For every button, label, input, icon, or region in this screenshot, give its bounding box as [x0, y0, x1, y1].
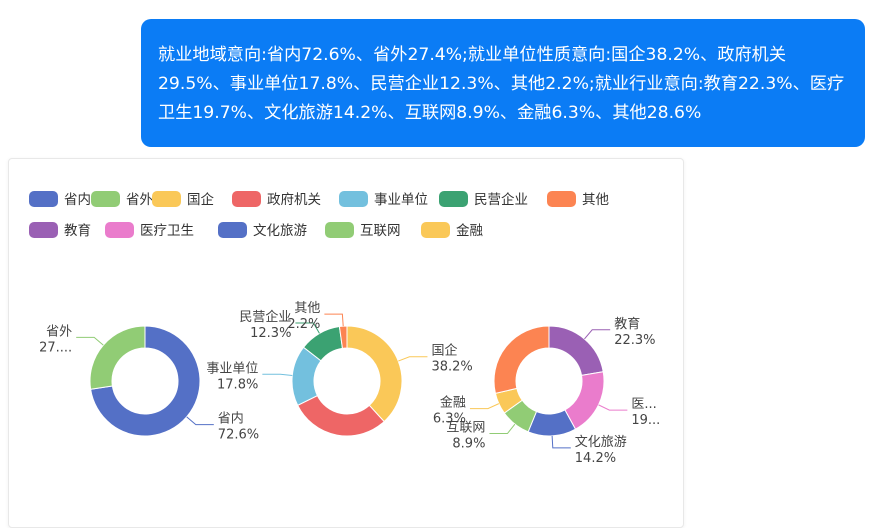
legend-swatch	[29, 222, 58, 238]
legend-swatch	[439, 191, 468, 207]
donut-chart: 省内72.6% 省外27....	[39, 324, 259, 442]
slice-value-label: 72.6%	[218, 428, 259, 443]
legend-item[interactable]: 国企	[152, 191, 214, 208]
legend-label: 互联网	[360, 223, 401, 239]
slice-value-label: 17.8%	[217, 377, 258, 392]
slice-name-label: 国企	[431, 343, 457, 359]
pie-slice[interactable]	[338, 325, 348, 349]
pie-slice[interactable]	[493, 325, 550, 394]
legend-item[interactable]: 教育	[29, 222, 91, 239]
slice-name-label: 省内	[218, 411, 244, 427]
label-line	[469, 403, 500, 410]
legend-item[interactable]: 互联网	[325, 222, 401, 239]
legend-swatch	[105, 222, 134, 238]
slice-value-label: 27....	[39, 340, 72, 355]
slice-name-label: 省外	[46, 324, 72, 339]
chart-plot-area: 省内72.6% 省外27.... 国企38.2% 事业单位17.8% 民营企业12.3%…	[39, 301, 660, 466]
label-line	[295, 322, 320, 334]
slice-value-label: 12.3%	[250, 326, 291, 341]
slice-value-label: 6.3%	[433, 412, 466, 427]
slice-value-label: 2.2%	[287, 317, 320, 332]
legend-label: 文化旅游	[253, 223, 307, 239]
legend-label: 民营企业	[474, 191, 528, 208]
legend-item[interactable]: 政府机关	[232, 191, 321, 208]
message-text: 就业地域意向:省内72.6%、省外27.4%;就业单位性质意向:国企38.2%、…	[158, 45, 845, 123]
donut-chart: 教育22.3% 医...19... 文化旅游14.2% 互联网8.9% 金融6.3%	[433, 316, 660, 466]
legend-swatch	[91, 191, 120, 207]
legend-item[interactable]: 金融	[421, 222, 483, 239]
donut-chart: 国企38.2% 事业单位17.8% 民营企业12.3%其他2.2%	[206, 301, 473, 437]
legend-item[interactable]: 其他	[547, 191, 609, 208]
legend-swatch	[339, 191, 368, 207]
legend-swatch	[547, 191, 576, 207]
legend-swatch	[152, 191, 181, 207]
label-line	[76, 336, 104, 346]
legend-label: 国企	[187, 191, 214, 208]
slice-name-label: 金融	[440, 395, 466, 411]
slice-name-label: 教育	[614, 316, 640, 332]
legend-label: 政府机关	[267, 192, 321, 208]
legend-label: 其他	[582, 192, 609, 208]
slice-value-label: 38.2%	[431, 360, 472, 375]
legend-swatch	[218, 222, 247, 238]
label-line	[398, 356, 428, 362]
label-line	[551, 435, 571, 449]
legend-swatch	[325, 222, 354, 238]
legend-label: 金融	[456, 223, 483, 239]
label-line	[324, 313, 344, 327]
legend-item[interactable]: 医疗卫生	[105, 222, 194, 239]
slice-value-label: 22.3%	[614, 333, 655, 348]
slice-value-label: 19...	[631, 413, 660, 428]
label-line	[584, 329, 611, 340]
legend-swatch	[29, 191, 58, 207]
legend-item[interactable]: 事业单位	[339, 191, 428, 208]
label-line	[489, 423, 516, 435]
legend-swatch	[421, 222, 450, 238]
legend-label: 省外	[126, 192, 153, 208]
legend-item[interactable]: 省内	[29, 191, 91, 208]
chat-message-bubble: 就业地域意向:省内72.6%、省外27.4%;就业单位性质意向:国企38.2%、…	[141, 19, 865, 147]
slice-value-label: 14.2%	[575, 451, 616, 466]
pie-slice[interactable]	[346, 325, 403, 423]
legend-item[interactable]: 文化旅游	[218, 222, 307, 239]
label-line	[262, 373, 293, 376]
legend-item[interactable]: 民营企业	[439, 191, 528, 208]
legend-label: 教育	[64, 223, 91, 239]
label-line	[598, 404, 628, 411]
legend-label: 省内	[64, 192, 91, 208]
legend-label: 事业单位	[374, 192, 428, 208]
slice-name-label: 民营企业	[239, 309, 291, 325]
chart-card: 省内 省外 国企 政府机关 事业单位 民营企业 其他 教育 医疗卫生 文化旅游 互联网 金融 省内 72…	[8, 158, 684, 528]
slice-value-label: 8.9%	[452, 437, 485, 452]
pie-slice[interactable]	[297, 394, 385, 437]
label-line	[186, 416, 214, 426]
pie-slice[interactable]	[548, 325, 604, 377]
slice-name-label: 事业单位	[206, 361, 258, 376]
slice-name-label: 文化旅游	[575, 435, 627, 450]
slice-name-label: 其他	[294, 301, 320, 316]
legend-swatch	[232, 191, 261, 207]
slice-name-label: 互联网	[446, 421, 485, 436]
legend-label: 医疗卫生	[140, 223, 194, 239]
pie-slice[interactable]	[89, 325, 146, 390]
slice-name-label: 医...	[631, 397, 656, 412]
pie-slice[interactable]	[90, 325, 201, 437]
legend-item[interactable]: 省外	[91, 191, 153, 208]
